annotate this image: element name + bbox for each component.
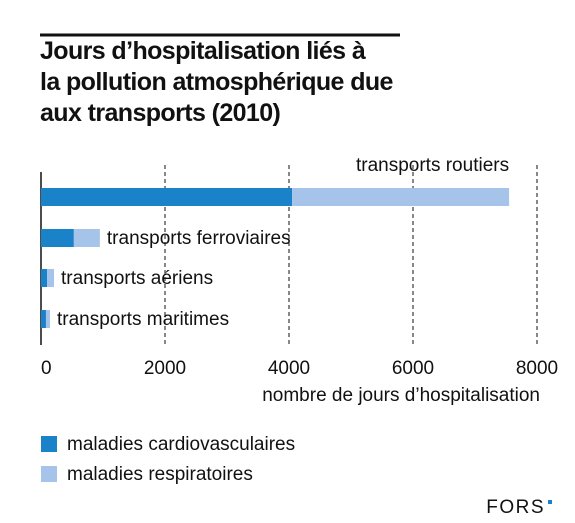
chart-title: Jours d’hospitalisation liés à la pollut… — [40, 37, 393, 127]
legend-swatch — [41, 436, 57, 452]
category-label: transports ferroviaires — [107, 228, 291, 249]
bar-segment — [41, 269, 48, 287]
x-tick-label: 4000 — [268, 358, 310, 379]
legend-label: maladies respiratoires — [67, 464, 253, 485]
bar-segment — [41, 310, 46, 328]
x-tick-label: 6000 — [392, 358, 434, 379]
category-label: transports routiers — [356, 155, 509, 176]
x-tick-label: 0 — [41, 358, 52, 379]
x-axis-label: nombre de jours d’hospitalisation — [262, 385, 540, 406]
category-label: transports aériens — [61, 268, 213, 289]
logo: FORS — [486, 497, 545, 518]
bar-segment — [45, 310, 50, 328]
bar-segment — [292, 188, 510, 206]
x-tick-label: 2000 — [144, 358, 186, 379]
bar-segment — [41, 188, 293, 206]
bar-segment — [73, 229, 100, 247]
legend-label: maladies cardiovasculaires — [67, 434, 295, 455]
logo-mark — [548, 500, 552, 504]
legend-swatch — [41, 466, 57, 482]
bar-segment — [41, 229, 74, 247]
x-tick-label: 8000 — [516, 358, 558, 379]
category-label: transports maritimes — [57, 309, 229, 330]
bar-segment — [47, 269, 55, 287]
